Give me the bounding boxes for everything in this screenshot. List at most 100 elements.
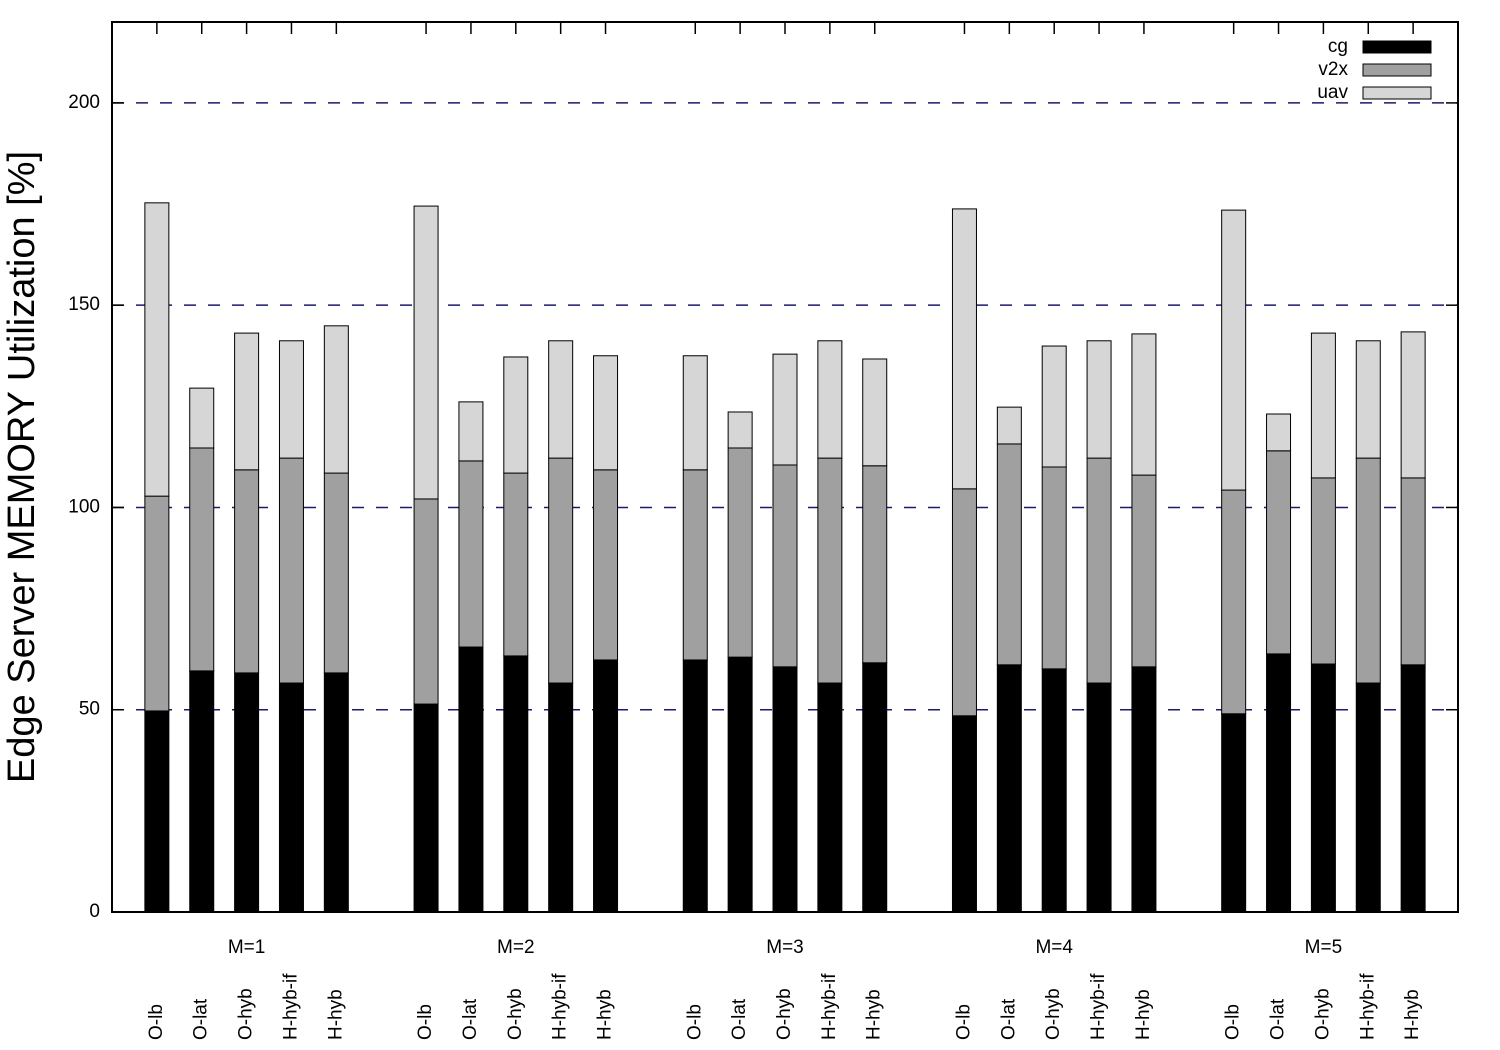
group-label: M=3	[766, 937, 804, 958]
bar-segment	[1086, 682, 1112, 913]
bar-segment	[144, 495, 170, 712]
bar-segment	[1310, 477, 1336, 665]
bar-segment	[772, 464, 798, 668]
x-tick-label: O-lb	[146, 1004, 167, 1040]
bar-segment	[1400, 664, 1426, 913]
group-label: M=1	[228, 937, 266, 958]
bar-segment	[189, 387, 215, 449]
bar-segment	[548, 682, 574, 913]
bar-segment	[1221, 489, 1247, 715]
bar-segment	[862, 662, 888, 913]
group-label: M=2	[497, 937, 535, 958]
bar-segment	[458, 460, 484, 648]
bar-segment	[727, 447, 753, 658]
x-tick-label: H-hyb-if	[280, 973, 301, 1040]
bar-segment	[458, 646, 484, 913]
bar-segment	[772, 666, 798, 913]
bar-segment	[1086, 457, 1112, 684]
x-tick-label: O-lb	[953, 1004, 974, 1040]
bar-segment	[1355, 457, 1381, 684]
bar-segment	[996, 664, 1022, 913]
bar-segment	[278, 457, 304, 684]
bar-segment	[189, 447, 215, 672]
bar-segment	[951, 715, 977, 913]
bar-segment	[817, 340, 843, 459]
bar-segment	[413, 205, 439, 500]
bar-segment	[234, 469, 260, 674]
plot-frame	[111, 21, 1459, 913]
bar-segment	[727, 411, 753, 449]
bar-segment	[593, 469, 619, 661]
bar-segment	[1310, 663, 1336, 913]
bar-segment	[593, 659, 619, 913]
bar-segment	[1221, 209, 1247, 491]
bar-segment	[593, 355, 619, 471]
bar-segment	[1266, 653, 1292, 913]
bar-segment	[323, 672, 349, 913]
bar-segment	[1221, 713, 1247, 913]
bar-segment	[1086, 340, 1112, 459]
bar-segment	[1266, 450, 1292, 655]
legend-label: cg	[1328, 36, 1348, 57]
bar-segment	[862, 465, 888, 664]
x-tick-label: O-hyb	[505, 988, 526, 1040]
bar-segment	[144, 202, 170, 497]
x-tick-label: O-hyb	[1312, 988, 1333, 1040]
x-tick-label: O-hyb	[1043, 988, 1064, 1040]
x-tick-label: H-hyb	[595, 989, 616, 1040]
x-tick-label: H-hyb	[1133, 989, 1154, 1040]
bar-segment	[234, 332, 260, 471]
x-tick-label: O-hyb	[236, 988, 257, 1040]
bar-segment	[278, 682, 304, 913]
x-tick-label: O-lat	[1268, 998, 1289, 1040]
y-tick-label: 100	[68, 496, 100, 517]
bar-segment	[1310, 332, 1336, 479]
bar-segment	[503, 472, 529, 657]
bar-segment	[727, 656, 753, 913]
x-tick-label: H-hyb-if	[1088, 973, 1109, 1040]
bar-segment	[682, 355, 708, 471]
x-tick-label: H-hyb-if	[550, 973, 571, 1040]
legend-swatch	[1362, 63, 1432, 77]
bar-segment	[458, 401, 484, 462]
bar-segment	[682, 659, 708, 913]
bar-segment	[951, 488, 977, 717]
bar-segment	[1041, 466, 1067, 670]
bar-segment	[996, 406, 1022, 445]
bar-segment	[323, 325, 349, 474]
y-tick-label: 50	[79, 699, 100, 720]
x-tick-label: O-lat	[729, 998, 750, 1040]
x-tick-label: H-hyb-if	[819, 973, 840, 1040]
x-tick-label: O-lat	[998, 998, 1019, 1040]
x-tick-label: O-lb	[684, 1004, 705, 1040]
y-tick-label: 200	[68, 92, 100, 113]
bar-segment	[234, 672, 260, 913]
y-tick-label: 0	[89, 901, 100, 922]
x-tick-label: O-lat	[191, 998, 212, 1040]
bar-segment	[503, 655, 529, 913]
x-tick-label: O-lat	[460, 998, 481, 1040]
bar-segment	[1266, 413, 1292, 452]
y-axis-label: Edge Server MEMORY Utilization [%]	[1, 151, 43, 783]
bar-segment	[548, 457, 574, 684]
bar-segment	[144, 710, 170, 913]
x-tick-label: H-hyb	[325, 989, 346, 1040]
bar-segment	[772, 353, 798, 466]
bar-segment	[1131, 333, 1157, 476]
bar-segment	[413, 498, 439, 705]
bar-segment	[1355, 340, 1381, 459]
legend-swatch	[1362, 86, 1432, 100]
bar-segment	[1131, 666, 1157, 913]
group-label: M=5	[1305, 937, 1343, 958]
bar-segment	[682, 469, 708, 661]
x-tick-label: H-hyb	[1402, 989, 1423, 1040]
x-tick-label: O-hyb	[774, 988, 795, 1040]
bar-segment	[1400, 331, 1426, 479]
x-tick-label: O-lb	[1223, 1004, 1244, 1040]
x-tick-label: O-lb	[415, 1004, 436, 1040]
bar-segment	[189, 670, 215, 913]
bar-segment	[323, 472, 349, 674]
bar-segment	[1131, 474, 1157, 668]
bar-segment	[817, 682, 843, 913]
